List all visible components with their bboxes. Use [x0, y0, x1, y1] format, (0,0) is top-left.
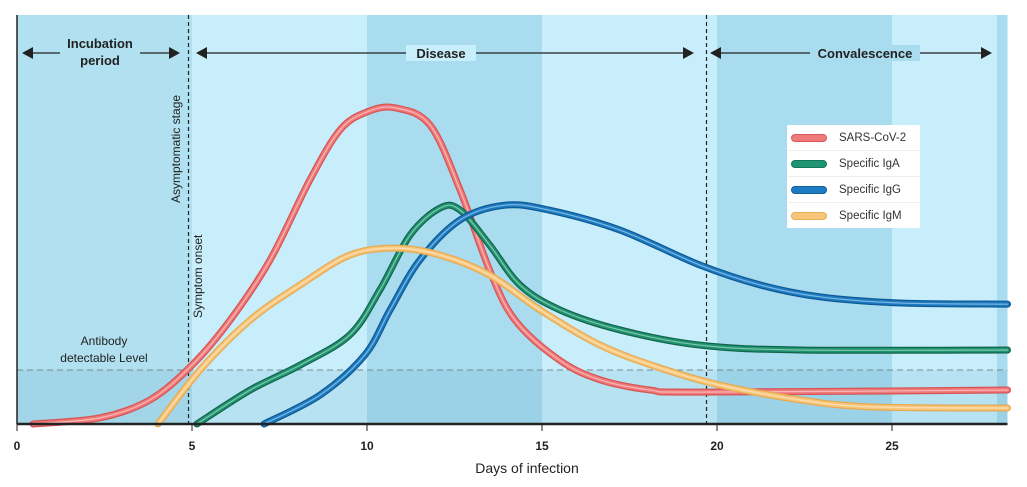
specific-igm-curve	[155, 245, 1010, 427]
symptom-onset-label: Symptom onset	[191, 234, 205, 318]
legend-item-sars-cov-2: SARS-CoV-2	[787, 125, 920, 151]
arrow-right-icon	[683, 47, 694, 59]
label-gap	[810, 45, 920, 61]
background-band	[192, 15, 367, 424]
legend-swatch	[791, 133, 827, 142]
background-band	[997, 15, 1008, 424]
period-label-convalescence: Convalescence	[818, 46, 913, 61]
arrow-right-icon	[981, 47, 992, 59]
period-label-incubation-2: period	[80, 53, 120, 68]
arrow-left-icon	[196, 47, 207, 59]
legend-item-igm: Specific IgM	[787, 203, 920, 228]
period-label-incubation: Incubation	[67, 36, 133, 51]
sars-cov-2-curve-highlight	[32, 106, 1009, 425]
specific-igm-curve-highlight	[157, 247, 1009, 425]
label-gap	[60, 45, 140, 61]
specific-iga-curve	[194, 202, 1010, 427]
legend-label: Specific IgA	[839, 157, 900, 170]
threshold-label-2: detectable Level	[60, 351, 147, 365]
asymptomatic-stage-label: Asymptomatic stage	[169, 95, 183, 203]
x-tick-label: 25	[885, 439, 899, 453]
x-tick-label: 10	[360, 439, 374, 453]
specific-igg-curve	[261, 202, 1010, 427]
legend-label: Specific IgG	[839, 183, 901, 196]
sars-cov-2-curve	[30, 104, 1010, 427]
legend-swatch	[791, 185, 827, 194]
threshold-label: Antibody	[81, 334, 128, 348]
background-band	[17, 15, 192, 424]
specific-igg-curve-highlight	[263, 204, 1009, 425]
x-tick-label: 5	[189, 439, 196, 453]
x-tick-label: 0	[14, 439, 21, 453]
arrow-left-icon	[710, 47, 721, 59]
legend: SARS-CoV-2 Specific IgA Specific IgG Spe…	[787, 125, 920, 228]
period-label-disease: Disease	[416, 46, 465, 61]
x-tick-label: 15	[535, 439, 549, 453]
legend-swatch	[791, 211, 827, 220]
legend-item-iga: Specific IgA	[787, 151, 920, 177]
x-tick-label: 20	[710, 439, 724, 453]
label-gap	[406, 45, 476, 61]
specific-iga-curve-highlight	[196, 204, 1009, 425]
arrow-left-icon	[22, 47, 33, 59]
legend-label: Specific IgM	[839, 209, 902, 222]
arrow-right-icon	[169, 47, 180, 59]
legend-swatch	[791, 159, 827, 168]
legend-item-igg: Specific IgG	[787, 177, 920, 203]
x-axis-label: Days of infection	[475, 460, 579, 476]
legend-label: SARS-CoV-2	[839, 131, 907, 144]
